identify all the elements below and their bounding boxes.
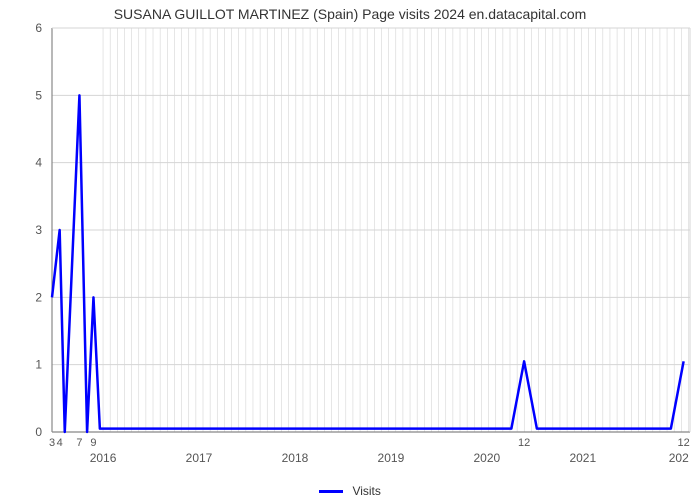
svg-text:2020: 2020: [474, 451, 501, 465]
svg-text:2019: 2019: [378, 451, 405, 465]
svg-text:3: 3: [49, 437, 55, 449]
svg-text:2016: 2016: [90, 451, 117, 465]
svg-text:6: 6: [35, 21, 42, 35]
svg-text:1: 1: [35, 358, 42, 372]
svg-text:3: 3: [35, 223, 42, 237]
svg-text:0: 0: [35, 425, 42, 439]
svg-text:2021: 2021: [569, 451, 596, 465]
chart-svg: 0123456201620172018201920202021202347912…: [0, 0, 700, 500]
chart-container: SUSANA GUILLOT MARTINEZ (Spain) Page vis…: [0, 0, 700, 500]
svg-text:4: 4: [57, 437, 63, 449]
svg-text:4: 4: [35, 156, 42, 170]
svg-text:2018: 2018: [282, 451, 309, 465]
svg-text:9: 9: [90, 437, 96, 449]
svg-text:2: 2: [35, 290, 42, 304]
legend-swatch: [319, 490, 343, 493]
svg-text:12: 12: [677, 437, 689, 449]
svg-text:7: 7: [76, 437, 82, 449]
legend-label: Visits: [352, 484, 380, 498]
svg-text:12: 12: [518, 437, 530, 449]
svg-text:202: 202: [669, 451, 689, 465]
legend: Visits: [0, 484, 700, 498]
svg-text:2017: 2017: [186, 451, 213, 465]
svg-text:5: 5: [35, 88, 42, 102]
